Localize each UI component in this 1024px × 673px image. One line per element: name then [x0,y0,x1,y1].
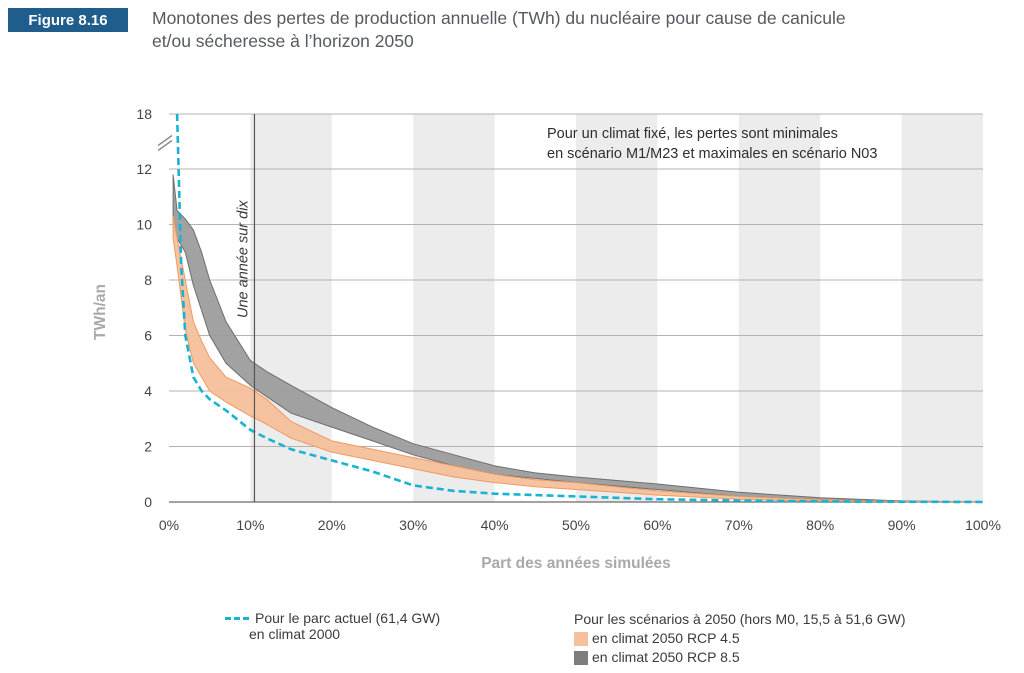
legend-scenarios: Pour les scénarios à 2050 (hors M0, 15,5… [574,610,906,667]
y-tick-label: 0 [144,494,152,510]
y-tick-label: 4 [144,383,152,399]
current-fleet-line [175,113,984,504]
legend-rcp85: en climat 2050 RCP 8.5 [592,649,740,665]
x-tick-label: 40% [481,517,509,533]
y-axis-title: TWh/an [92,284,109,340]
axis-break-mark-b [157,139,173,152]
annotation-line1: Pour un climat fixé, les pertes sont min… [547,126,838,142]
rcp85-swatch [574,650,588,665]
y-tick-label: 6 [144,328,152,344]
shaded-band-3 [738,114,821,502]
shaded-band-1 [413,114,495,502]
legend-current-line1: Pour le parc actuel (61,4 GW) [255,610,441,626]
y-tick-label: 2 [144,439,152,455]
x-axis-title: Part des années simulées [481,555,671,572]
x-tick-label: 90% [888,517,916,533]
y-tick-label: 18 [136,106,152,122]
x-tick-label: 70% [725,517,753,533]
figure-title-line2: et/ou sécheresse à l’horizon 2050 [152,31,414,51]
rcp45-band [172,216,984,503]
shaded-band-4 [901,114,983,502]
axis-break-mark-a [157,134,173,147]
annotation-line2: en scénario M1/M23 et maximales en scéna… [547,146,877,162]
y-tick-label: 8 [144,272,152,288]
legend-rcp45: en climat 2050 RCP 4.5 [592,630,740,646]
figure-title: Monotones des pertes de production annue… [152,7,1012,53]
y-tick-label: 12 [136,161,152,177]
legend-current-line2: en climat 2000 [249,626,341,642]
legend-scenarios-title: Pour les scénarios à 2050 (hors M0, 15,5… [574,611,906,627]
x-tick-label: 50% [562,517,590,533]
x-tick-label: 10% [236,517,264,533]
rcp45-swatch [574,631,588,646]
legend-current: Pour le parc actuel (61,4 GW) en climat … [225,610,440,642]
x-tick-label: 100% [965,517,1001,533]
y-tick-label: 10 [136,217,152,233]
x-tick-label: 80% [806,517,834,533]
figure-title-line1: Monotones des pertes de production annue… [152,8,846,28]
figure-badge: Figure 8.16 [8,8,128,32]
x-tick-label: 60% [643,517,671,533]
dashed-line-swatch [225,616,249,620]
shaded-band-2 [576,114,658,502]
x-tick-label: 0% [159,517,179,533]
x-tick-label: 30% [399,517,427,533]
one-year-in-ten-label: Une année sur dix [235,200,251,318]
x-tick-label: 20% [318,517,346,533]
